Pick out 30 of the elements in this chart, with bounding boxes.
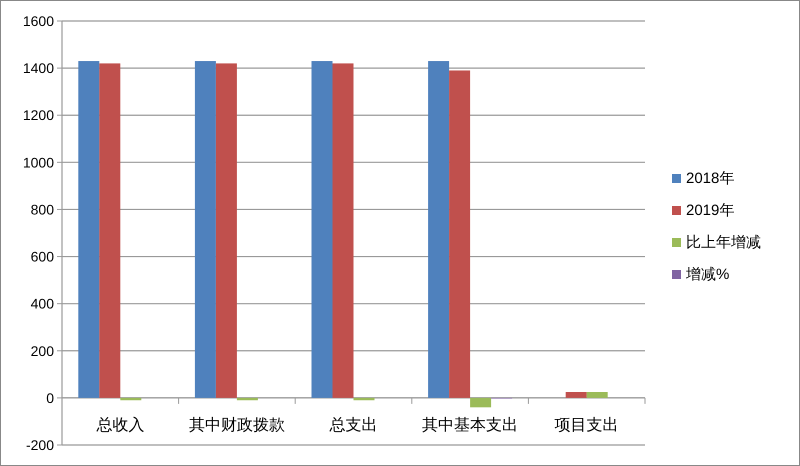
bar <box>332 63 354 398</box>
y-tick-label: 400 <box>30 296 54 312</box>
legend-label: 2018年 <box>686 170 734 187</box>
bar <box>470 398 492 408</box>
y-tick-label: 1200 <box>22 107 54 124</box>
bar <box>78 61 100 398</box>
bar <box>216 63 237 398</box>
bar <box>312 61 332 398</box>
y-tick-label: 200 <box>30 342 54 359</box>
y-tick-label: 1000 <box>22 154 54 170</box>
x-tick-label: 其中基本支出 <box>422 416 518 434</box>
y-tick-label: -200 <box>26 437 54 453</box>
bar <box>586 392 608 398</box>
y-tick-label: 0 <box>46 390 54 406</box>
y-tick-label: 800 <box>30 201 54 218</box>
legend-label: 2019年 <box>686 202 734 219</box>
bar <box>194 61 216 398</box>
y-tick-label: 600 <box>30 248 54 265</box>
y-tick-label: 1600 <box>22 13 54 29</box>
x-tick-label: 其中财政拨款 <box>188 416 285 434</box>
bar <box>428 61 450 398</box>
bar <box>566 392 587 398</box>
legend-label: 增减% <box>685 266 730 283</box>
x-tick-label: 总收入 <box>95 416 144 434</box>
x-tick-label: 总支出 <box>328 416 378 434</box>
x-tick-label: 项目支出 <box>554 416 619 434</box>
bar <box>99 63 120 398</box>
y-tick-label: 1400 <box>22 60 54 76</box>
legend-label: 比上年增减 <box>686 234 761 251</box>
bar <box>449 70 470 398</box>
